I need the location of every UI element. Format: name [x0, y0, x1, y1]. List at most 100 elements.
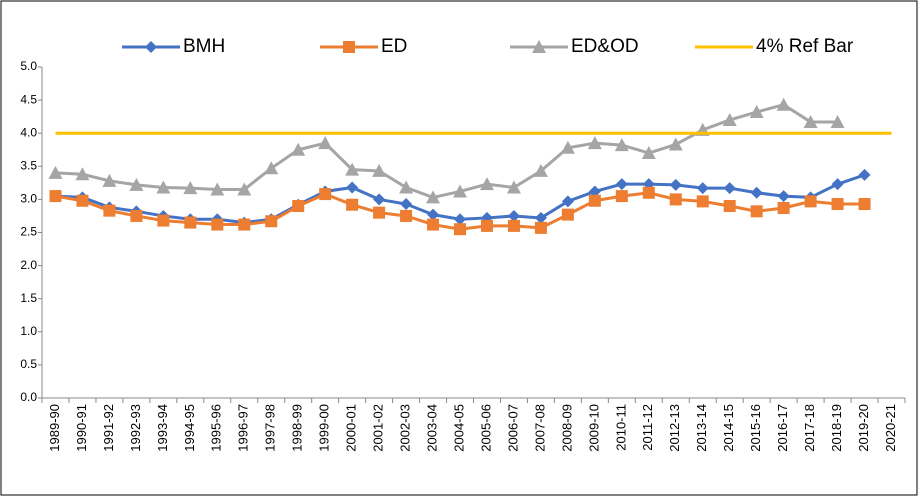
point: [183, 181, 198, 195]
point: [777, 190, 790, 203]
x-tick-label: 2010-11: [613, 404, 628, 451]
legend-label: BMH: [183, 36, 225, 57]
point: [479, 177, 494, 191]
y-tick-label: 5.0: [20, 59, 37, 73]
point: [238, 218, 251, 231]
x-tick-label: 1996-97: [236, 404, 251, 452]
y-tick-label: 2.5: [20, 225, 37, 239]
point: [453, 184, 468, 198]
point: [669, 178, 682, 191]
point: [614, 138, 629, 152]
x-tick-label: 2012-13: [667, 404, 682, 452]
x-tick-label: 1997-98: [263, 404, 278, 452]
legend-label: ED: [381, 36, 407, 57]
x-tick-label: 2003-04: [424, 404, 439, 452]
point: [156, 180, 171, 194]
point: [588, 194, 601, 207]
point: [427, 208, 440, 221]
y-tick-label: 0.5: [20, 357, 37, 371]
point: [696, 195, 709, 208]
point: [723, 200, 736, 213]
point: [588, 185, 601, 198]
x-tick-label: 2009-10: [586, 404, 601, 452]
point: [777, 202, 790, 215]
point: [722, 112, 737, 126]
point: [776, 97, 791, 111]
point: [76, 194, 89, 207]
point: [454, 223, 467, 236]
point: [372, 163, 387, 177]
x-tick-label: 1991-92: [101, 404, 116, 452]
point: [561, 195, 574, 208]
point: [75, 167, 90, 181]
point: [587, 136, 602, 150]
point: [560, 140, 575, 154]
legend-item: BMH: [122, 36, 225, 57]
y-tick-label: 0.0: [20, 390, 37, 404]
point: [103, 204, 116, 217]
x-tick-label: 2007-08: [532, 404, 547, 452]
x-tick-label: 2019-20: [856, 404, 871, 452]
point: [210, 182, 225, 196]
x-tick-label: 1989-90: [47, 404, 62, 452]
y-tick-label: 3.0: [20, 192, 37, 206]
x-tick-label: 2000-01: [344, 404, 359, 452]
legend-item: 4% Ref Bar: [695, 36, 854, 57]
point: [346, 198, 359, 211]
point: [804, 195, 817, 208]
point: [858, 168, 871, 181]
point: [102, 173, 117, 187]
point: [264, 161, 279, 175]
x-tick-label: 2014-15: [721, 404, 736, 452]
y-tick-label: 2.0: [20, 258, 37, 272]
point: [373, 206, 386, 219]
x-tick-label: 1998-99: [290, 404, 305, 452]
y-tick-label: 4.0: [20, 125, 37, 139]
point: [129, 177, 144, 191]
point: [265, 215, 278, 228]
point: [669, 193, 682, 206]
point: [750, 186, 763, 199]
point: [668, 137, 683, 151]
point: [534, 211, 547, 224]
point: [831, 178, 844, 191]
point: [145, 41, 157, 53]
x-tick-label: 2013-14: [694, 404, 709, 452]
point: [750, 205, 763, 218]
point: [749, 105, 764, 119]
y-tick-label: 3.5: [20, 158, 37, 172]
y-tick-label: 1.5: [20, 291, 37, 305]
point: [506, 180, 521, 194]
point: [534, 221, 547, 234]
x-tick-label: 2008-09: [559, 404, 574, 452]
x-tick-label: 2002-03: [398, 404, 413, 452]
x-tick-label: 2004-05: [451, 404, 466, 452]
point: [318, 136, 333, 150]
point: [641, 146, 656, 160]
point: [803, 114, 818, 128]
point: [49, 190, 62, 203]
point: [480, 219, 493, 232]
point: [400, 198, 413, 211]
x-tick-label: 2006-07: [505, 404, 520, 452]
x-tick-label: 2016-17: [775, 404, 790, 452]
x-tick-label: 2017-18: [802, 404, 817, 452]
point: [454, 213, 467, 226]
x-tick-label: 2015-16: [748, 404, 763, 452]
x-tick-label: 1992-93: [128, 404, 143, 452]
x-tick-label: 1993-94: [155, 404, 170, 452]
point: [532, 40, 546, 53]
point: [427, 218, 440, 231]
point: [291, 142, 306, 156]
x-tick-label: 2018-19: [829, 404, 844, 452]
x-tick-label: 2005-06: [478, 404, 493, 452]
point: [830, 114, 845, 128]
x-tick-label: 2011-12: [640, 404, 655, 451]
legend-label: 4% Ref Bar: [756, 36, 854, 57]
point: [426, 190, 441, 204]
point: [561, 208, 574, 221]
point: [533, 163, 548, 177]
